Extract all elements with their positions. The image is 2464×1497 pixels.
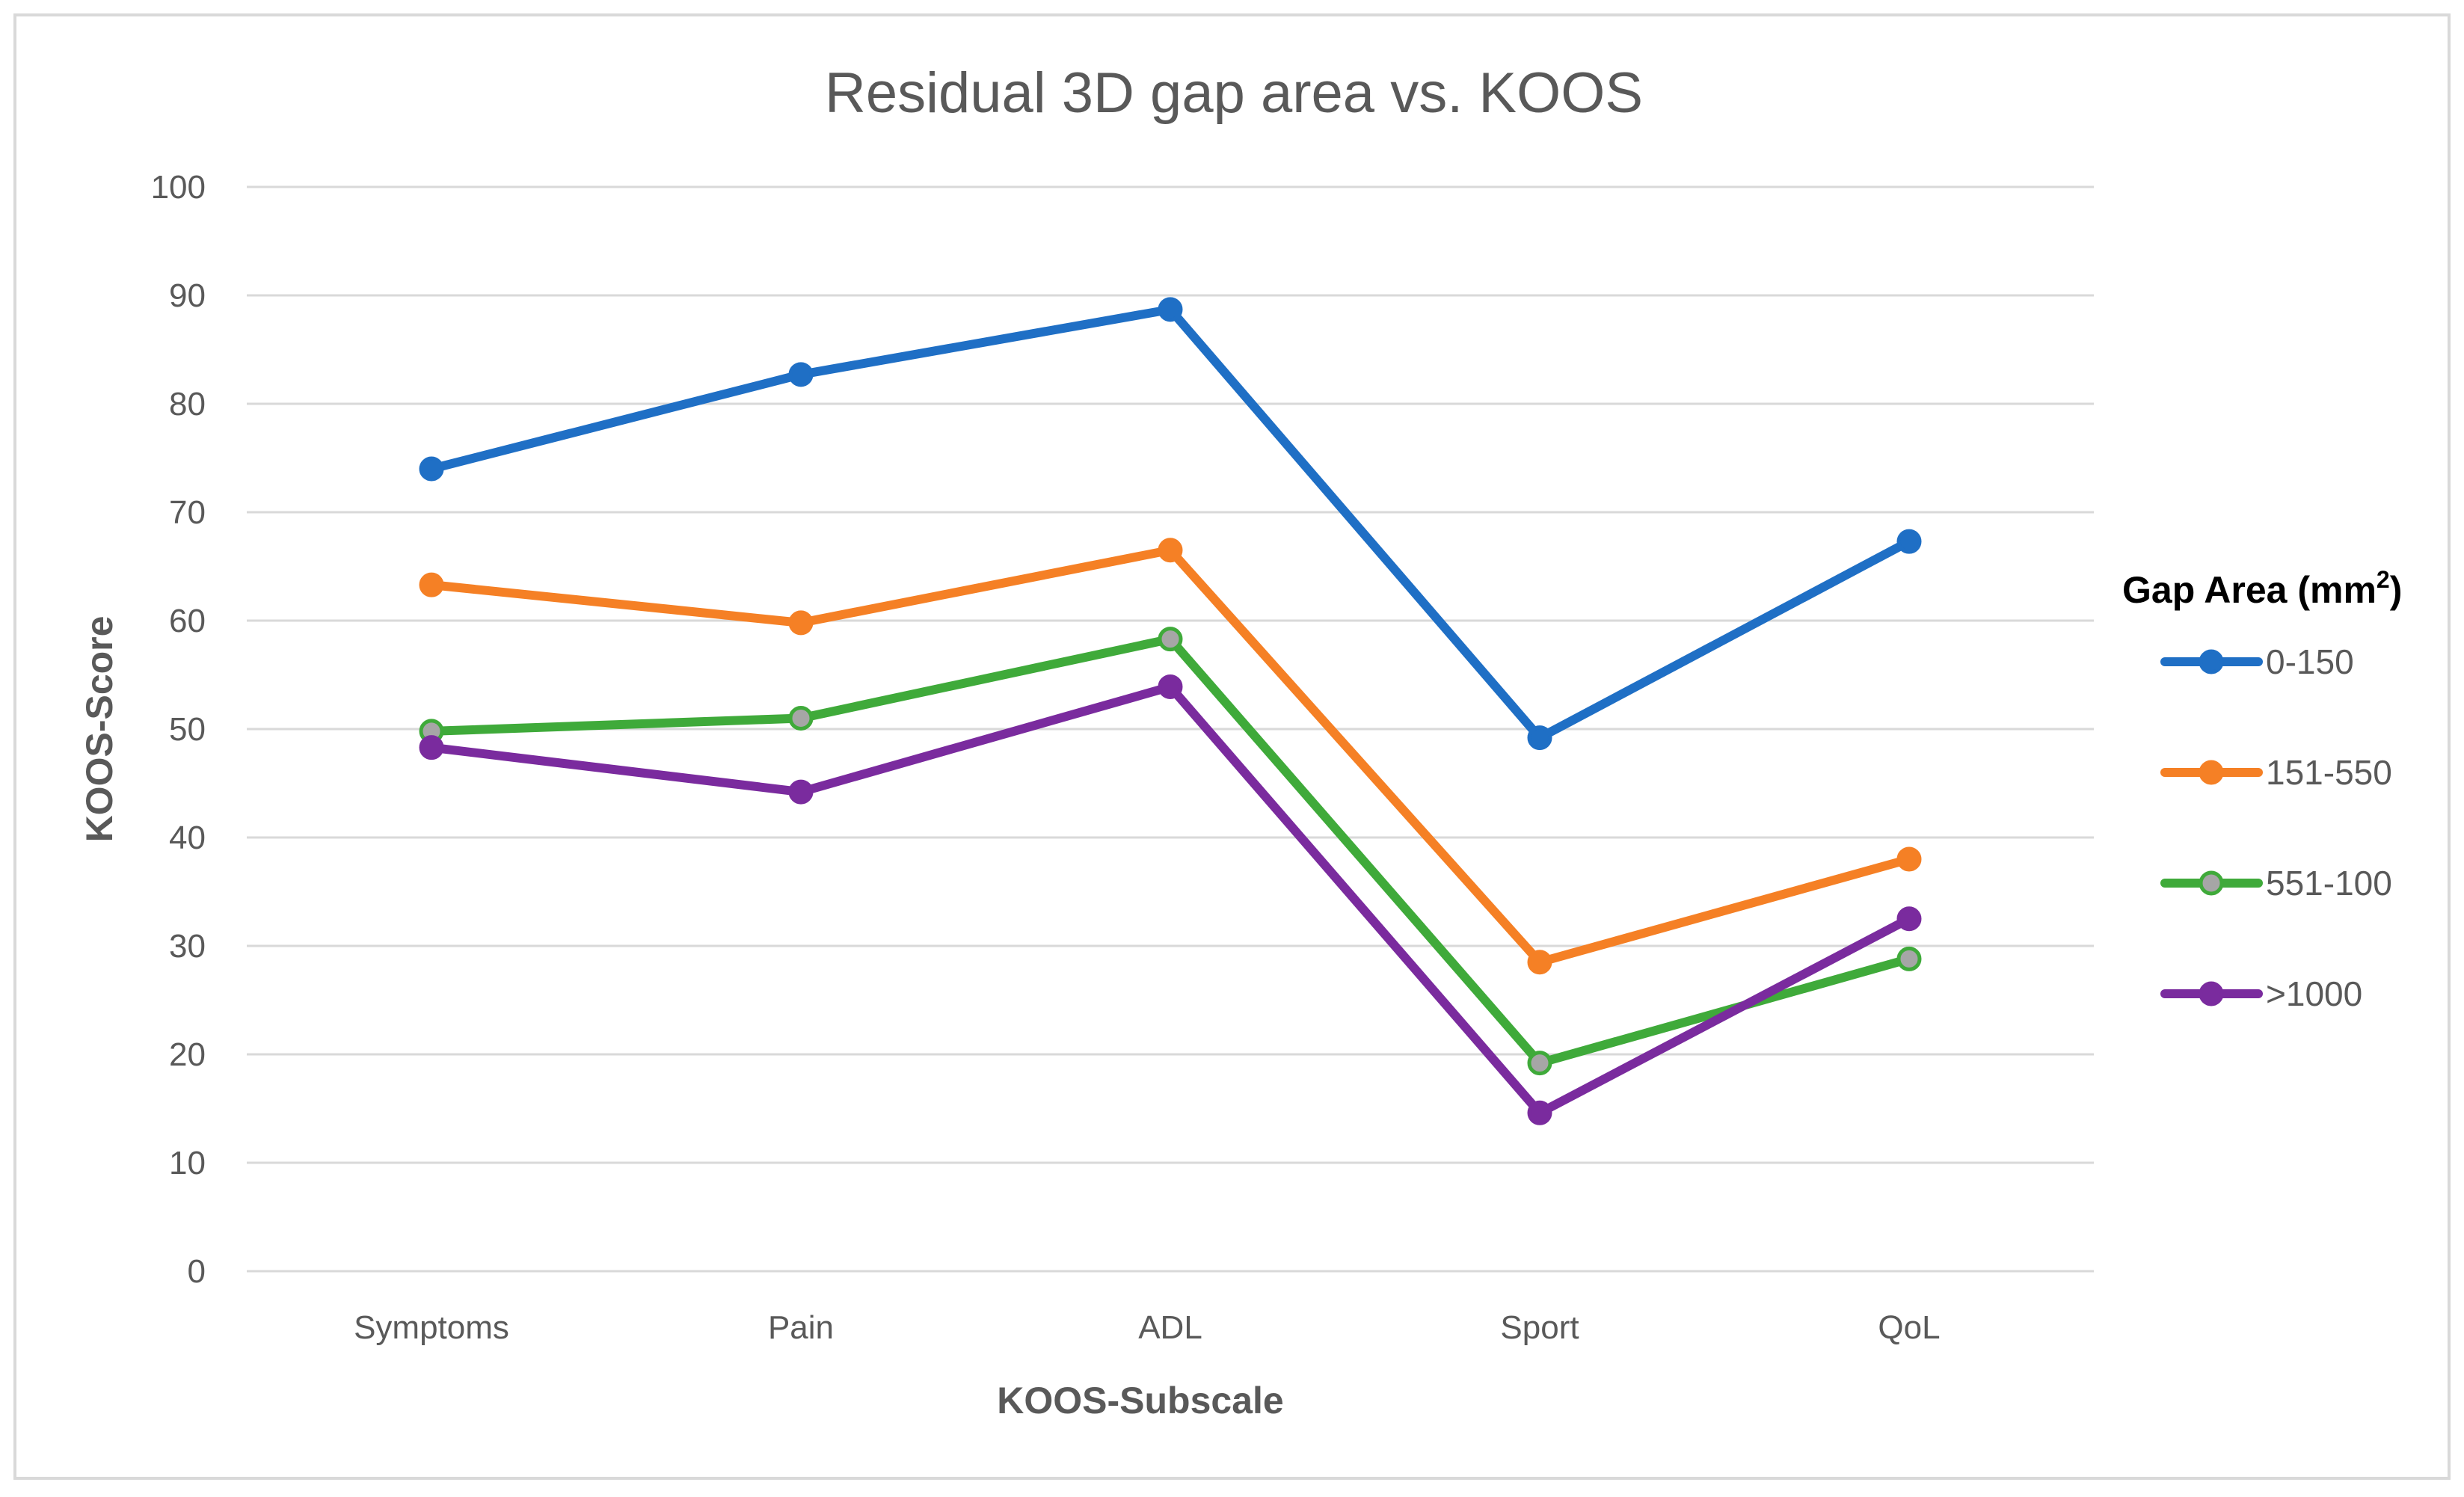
data-point bbox=[788, 362, 814, 387]
y-axis-ticks: 0 10 20 30 40 50 60 70 80 90 100 bbox=[151, 169, 206, 1290]
legend-label: 551-100 bbox=[2266, 864, 2392, 903]
data-point bbox=[1527, 725, 1552, 751]
legend-label: 0-150 bbox=[2266, 642, 2354, 681]
legend-title: Gap Area (mm2) bbox=[2122, 566, 2402, 611]
legend-label: 151-550 bbox=[2266, 753, 2392, 792]
y-tick-label: 50 bbox=[169, 711, 206, 748]
data-point bbox=[1158, 538, 1183, 563]
chart-border bbox=[13, 13, 2451, 1480]
series-2 bbox=[419, 538, 1922, 975]
data-point bbox=[419, 456, 444, 482]
y-tick-label: 10 bbox=[169, 1145, 206, 1181]
data-point bbox=[788, 610, 814, 636]
series-lines bbox=[419, 297, 1922, 1125]
y-tick-label: 80 bbox=[169, 386, 206, 422]
legend-title-main: Gap Area (mm bbox=[2122, 569, 2377, 611]
legend-item: >1000 bbox=[2160, 974, 2362, 1013]
legend-item: 551-100 bbox=[2160, 864, 2392, 903]
legend-title-superscript: 2 bbox=[2377, 566, 2390, 593]
y-tick-label: 30 bbox=[169, 928, 206, 965]
y-tick-label: 20 bbox=[169, 1036, 206, 1073]
x-tick-label: Pain bbox=[768, 1309, 834, 1346]
data-point bbox=[1896, 906, 1922, 932]
data-point bbox=[788, 706, 814, 731]
data-point bbox=[1896, 846, 1922, 872]
legend-swatch-marker bbox=[2199, 649, 2224, 674]
x-tick-label: ADL bbox=[1138, 1309, 1202, 1346]
legend-item: 151-550 bbox=[2160, 753, 2392, 792]
data-point bbox=[419, 735, 444, 760]
x-axis-title: KOOS-Subscale bbox=[997, 1380, 1283, 1421]
series-1 bbox=[419, 297, 1922, 751]
data-point bbox=[1158, 627, 1183, 652]
data-point bbox=[1896, 946, 1922, 971]
x-tick-label: QoL bbox=[1878, 1309, 1940, 1346]
data-point bbox=[788, 779, 814, 805]
data-point bbox=[1158, 297, 1183, 322]
x-tick-label: Symptoms bbox=[354, 1309, 509, 1346]
y-tick-label: 40 bbox=[169, 820, 206, 856]
y-tick-label: 90 bbox=[169, 277, 206, 314]
data-point bbox=[1527, 1051, 1552, 1076]
data-point bbox=[1896, 529, 1922, 554]
data-point bbox=[1527, 1100, 1552, 1125]
y-tick-label: 60 bbox=[169, 603, 206, 639]
legend: Gap Area (mm2) 0-150 151-550 551-100 >1000 bbox=[2122, 566, 2402, 1013]
data-point bbox=[419, 572, 444, 597]
chart-title: Residual 3D gap area vs. KOOS bbox=[825, 61, 1643, 125]
legend-swatch-marker bbox=[2199, 981, 2224, 1006]
legend-label: >1000 bbox=[2266, 974, 2362, 1013]
y-tick-label: 100 bbox=[151, 169, 206, 206]
y-axis-title: KOOS-Score bbox=[79, 616, 120, 843]
x-tick-label: Sport bbox=[1500, 1309, 1579, 1346]
data-point bbox=[1158, 674, 1183, 699]
y-tick-label: 70 bbox=[169, 494, 206, 531]
legend-item: 0-150 bbox=[2160, 642, 2354, 681]
legend-swatch-marker bbox=[2199, 760, 2224, 785]
legend-title-suffix: ) bbox=[2390, 569, 2403, 611]
x-axis-ticks: Symptoms Pain ADL Sport QoL bbox=[354, 1309, 1941, 1346]
legend-swatch-marker bbox=[2199, 870, 2224, 896]
y-tick-label: 0 bbox=[188, 1253, 206, 1290]
data-point bbox=[1527, 950, 1552, 975]
series-4 bbox=[419, 674, 1922, 1125]
